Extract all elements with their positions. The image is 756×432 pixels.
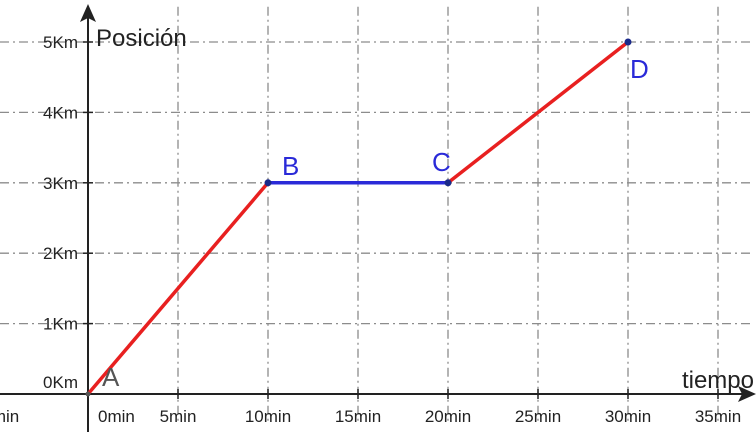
point-b xyxy=(264,179,272,187)
axes xyxy=(0,4,756,432)
y-tick-label: 4Km xyxy=(43,103,78,122)
y-tick-label: 2Km xyxy=(43,244,78,263)
y-tick-label: 5Km xyxy=(43,33,78,52)
point-label-c: C xyxy=(432,147,451,177)
graph-points: A B C D xyxy=(85,38,649,397)
x-tick-label: 25min xyxy=(515,407,561,426)
x-tick-label: 0min xyxy=(98,407,135,426)
point-a xyxy=(85,391,91,397)
y-axis-arrow xyxy=(80,4,96,22)
x-axis-label: tiempo xyxy=(682,367,754,394)
x-tick-label: 10min xyxy=(245,407,291,426)
grid xyxy=(0,6,754,422)
y-tick-label: 1Km xyxy=(43,315,78,334)
y-tick-label: 0Km xyxy=(43,373,78,392)
point-c xyxy=(444,179,452,187)
x-tick-label: 20min xyxy=(425,407,471,426)
point-label-d: D xyxy=(630,54,649,84)
graph-segments xyxy=(86,40,630,396)
x-tick-label: -5min xyxy=(0,407,19,426)
x-tick-label: 15min xyxy=(335,407,381,426)
x-axis-arrow xyxy=(738,386,756,402)
y-tick-label: 3Km xyxy=(43,174,78,193)
x-tick-label: 5min xyxy=(160,407,197,426)
point-label-b: B xyxy=(282,151,299,181)
point-d xyxy=(624,38,632,46)
tick-labels: -5min 0min 5min 10min 15min 20min 25min 30min 35… xyxy=(0,33,741,426)
segment-ab xyxy=(86,181,270,396)
segment-cd xyxy=(446,40,630,185)
x-tick-label: 35min xyxy=(695,407,741,426)
point-label-a: A xyxy=(102,362,120,392)
y-axis-label: Posición xyxy=(96,25,187,52)
x-tick-label: 30min xyxy=(605,407,651,426)
